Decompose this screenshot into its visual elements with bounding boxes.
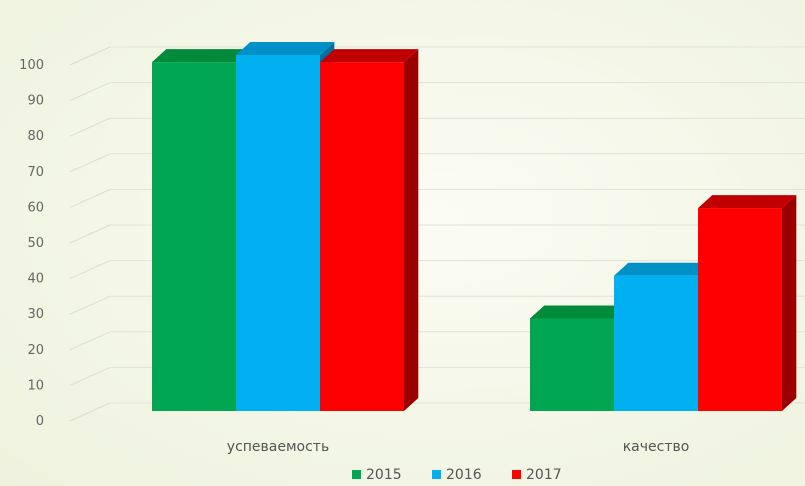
y-tick-label: 30 [27, 307, 44, 322]
bar-side-2017-1 [782, 195, 797, 411]
gridline-slant [69, 153, 111, 173]
bar-side-2017-0 [404, 49, 419, 412]
bar-top-2015-0 [152, 49, 251, 63]
bar-top-2015-1 [530, 305, 629, 319]
y-tick-label: 10 [27, 378, 44, 393]
bar-2016-0 [236, 55, 320, 411]
y-tick-label: 100 [19, 58, 44, 73]
y-tick-label: 20 [27, 343, 44, 358]
gridline-slant [69, 331, 111, 351]
x-axis-category-labels: успеваемость качество [227, 439, 690, 455]
bar-2015-0 [152, 62, 236, 412]
bar-top-2016-0 [236, 42, 335, 55]
bar-2016-1 [614, 275, 698, 411]
legend-swatch-2015 [352, 470, 361, 479]
legend: 2015 2016 2017 [352, 467, 562, 483]
bars [152, 42, 797, 412]
x-category-label: успеваемость [227, 439, 329, 455]
y-tick-label: 60 [27, 200, 44, 215]
bar-top-2016-1 [614, 262, 713, 276]
y-axis-ticks: 0 10 20 30 40 50 60 70 80 90 100 [19, 58, 44, 429]
bar-2015-1 [530, 318, 614, 411]
bar-top-2017-0 [320, 49, 419, 63]
legend-label-2016: 2016 [446, 467, 482, 483]
y-tick-label: 70 [27, 165, 44, 180]
gridline-slant [69, 82, 111, 102]
x-category-label: качество [623, 439, 690, 455]
legend-label-2015: 2015 [366, 467, 402, 483]
y-tick-label: 40 [27, 272, 44, 287]
gridline-slant [69, 295, 111, 315]
gridline-slant [69, 402, 111, 422]
y-tick-label: 0 [36, 414, 44, 429]
y-tick-label: 80 [27, 129, 44, 144]
gridline-slant [69, 117, 111, 137]
gridline-slant [69, 46, 111, 66]
bar-2017-0 [320, 62, 404, 412]
y-tick-label: 50 [27, 236, 44, 251]
gridline-slant [69, 366, 111, 386]
legend-swatch-2016 [432, 470, 441, 479]
bar-top-2017-1 [698, 195, 797, 209]
legend-label-2017: 2017 [526, 467, 562, 483]
gridline-slant [69, 260, 111, 280]
legend-swatch-2017 [512, 470, 521, 479]
gridline-slant [69, 224, 111, 244]
y-tick-label: 90 [27, 94, 44, 109]
bar-2017-1 [698, 208, 782, 411]
gridline-slant [69, 188, 111, 208]
